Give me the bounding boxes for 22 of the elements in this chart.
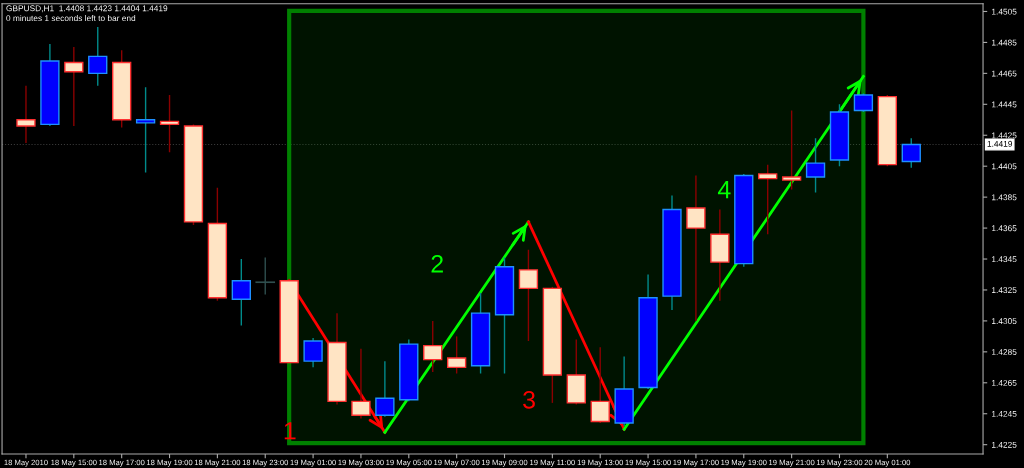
y-tick-label: 1.4385 (992, 194, 1017, 201)
y-tick-label: 1.4365 (992, 225, 1017, 232)
y-tick-label: 1.4225 (992, 441, 1017, 448)
y-tick-label: 1.4425 (992, 132, 1017, 139)
y-tick-label: 1.4245 (992, 410, 1017, 417)
y-tick-label: 1.4405 (992, 163, 1017, 170)
y-tick-label: 1.4345 (992, 256, 1017, 263)
ref-line-label: 1.4419 (987, 140, 1013, 147)
y-tick-label: 1.4485 (992, 39, 1017, 46)
y-tick-label: 1.4505 (992, 8, 1017, 15)
y-tick-label: 1.4465 (992, 70, 1017, 77)
y-tick-label: 1.4325 (992, 287, 1017, 294)
series-label: 2 (431, 254, 443, 273)
y-tick-label: 1.4285 (992, 349, 1017, 355)
text: 1 (284, 422, 296, 440)
series-label: 4 (717, 180, 731, 199)
chart-title: GBPUSD,H1 1.4408 1.4423 1.4404 1.4419 (6, 5, 168, 13)
y-tick-label: 1.4265 (992, 379, 1017, 386)
y-tick-label: 1.4305 (992, 318, 1017, 325)
text: 0 minutes 1 seconds left to bar end (6, 15, 136, 22)
text: 3 (523, 390, 535, 409)
y-tick-label: 1.4445 (992, 101, 1017, 108)
